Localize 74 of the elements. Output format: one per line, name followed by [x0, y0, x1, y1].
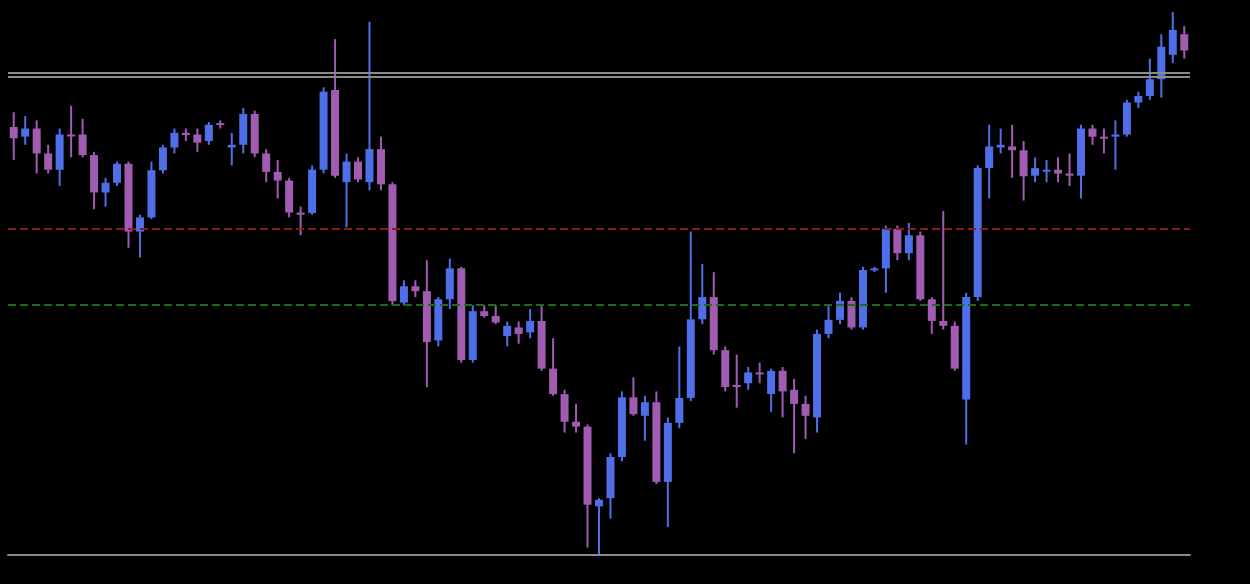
candlestick	[698, 263, 707, 326]
candlestick	[204, 121, 213, 146]
candlestick	[1042, 158, 1051, 184]
candlestick	[1180, 25, 1189, 60]
candlestick	[90, 150, 99, 211]
candlestick	[950, 320, 959, 372]
candlestick	[342, 152, 351, 229]
candlestick	[1076, 123, 1085, 200]
candlestick	[296, 205, 305, 237]
candlestick	[434, 296, 443, 348]
candlestick	[526, 308, 535, 340]
candlestick	[1031, 156, 1040, 184]
candlestick	[491, 304, 500, 326]
candlestick	[904, 221, 913, 262]
candlestick	[158, 143, 167, 175]
candlestick	[147, 160, 156, 221]
candlestick	[927, 296, 936, 335]
candlestick	[755, 361, 764, 385]
candlestick	[572, 402, 581, 434]
candlestick	[732, 353, 741, 409]
candlestick	[893, 224, 902, 262]
candlestick	[1088, 123, 1097, 146]
candlestick	[939, 209, 948, 331]
candlestick	[250, 109, 259, 159]
candlestick	[767, 367, 776, 413]
candlestick	[285, 176, 294, 219]
candlestick	[113, 160, 122, 187]
candlestick	[824, 304, 833, 340]
candlestick	[273, 158, 282, 200]
candlestick	[881, 224, 890, 294]
candlestick	[32, 119, 41, 175]
candlestick	[1065, 152, 1074, 187]
candlestick	[1099, 127, 1108, 155]
candlestick	[1008, 123, 1017, 179]
candlestick	[227, 131, 236, 167]
candlestick	[445, 257, 454, 311]
candlestick	[721, 345, 730, 393]
candlestick	[996, 127, 1005, 155]
candlestick	[78, 117, 87, 159]
candlestick	[170, 127, 179, 155]
candlestick	[21, 115, 30, 146]
candlestick	[847, 296, 856, 331]
candlestick	[101, 176, 110, 208]
candlestick	[399, 279, 408, 307]
candlestick	[537, 304, 546, 372]
candlestick	[262, 148, 271, 184]
candlestick	[67, 104, 76, 159]
candlestick	[595, 497, 603, 555]
candlestick	[675, 345, 684, 430]
candlestick	[549, 337, 558, 397]
candlestick	[801, 394, 810, 441]
candlestick	[560, 388, 569, 434]
candlestick	[1168, 11, 1177, 64]
candlestick	[629, 376, 638, 417]
candlestick	[44, 143, 53, 175]
candlestick	[1111, 119, 1120, 171]
candlestick	[9, 111, 18, 161]
candlestick	[239, 106, 248, 155]
candlestick	[606, 452, 615, 520]
candlestick	[1054, 156, 1063, 184]
candlestick	[354, 156, 363, 184]
candlestick	[1019, 140, 1028, 202]
candlestick	[503, 320, 512, 348]
candlestick	[135, 213, 144, 259]
candlestick	[985, 123, 994, 200]
candlestick	[308, 164, 317, 216]
candlestick	[376, 135, 385, 192]
candlestick	[640, 394, 649, 442]
candlestick	[514, 320, 523, 345]
candlestick	[744, 366, 753, 391]
candlestick	[55, 127, 64, 187]
candlestick	[1122, 98, 1131, 138]
candlestick	[365, 20, 374, 192]
candlestick	[1145, 57, 1154, 101]
